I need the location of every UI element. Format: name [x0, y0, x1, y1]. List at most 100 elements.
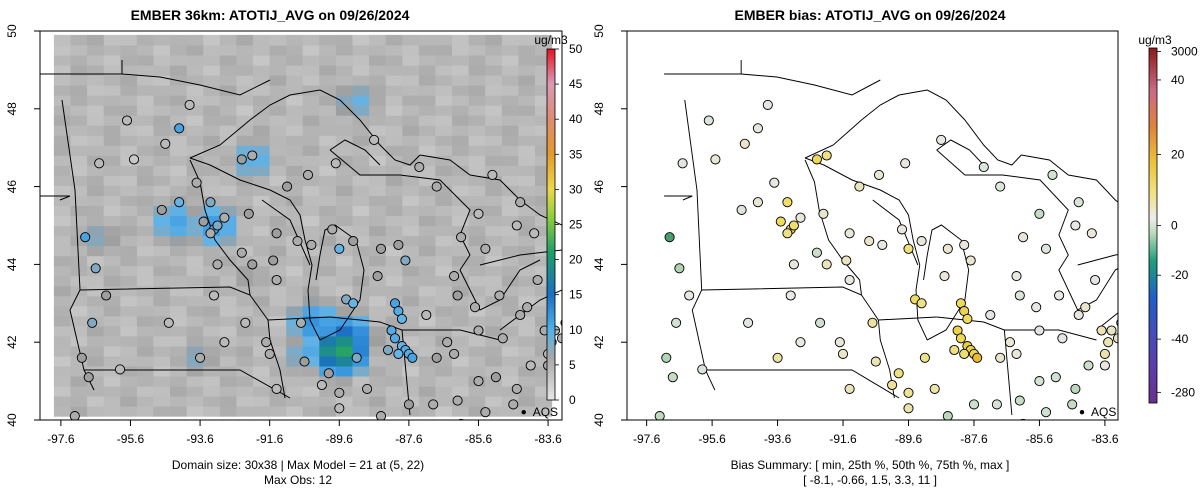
model-x-tick-label: -93.6	[186, 432, 214, 446]
bias-station-point	[654, 411, 665, 420]
heatmap-cell	[518, 75, 536, 86]
heatmap-cell	[319, 155, 337, 166]
heatmap-cell	[518, 325, 536, 337]
heatmap-cell	[535, 145, 553, 156]
heatmap-cell	[319, 285, 337, 297]
heatmap-cell	[302, 315, 320, 327]
heatmap-cell	[485, 55, 503, 66]
heatmap-cell	[435, 386, 453, 397]
model-station-point	[375, 411, 387, 420]
heatmap-cell	[153, 285, 171, 297]
heatmap-cell	[153, 255, 171, 267]
model-station-point	[247, 259, 258, 270]
heatmap-cell	[53, 295, 72, 307]
heatmap-cell	[369, 75, 387, 86]
model-colorbar-tick-label: 10	[569, 323, 583, 337]
bias-station-point	[1057, 333, 1068, 344]
heatmap-cell	[385, 85, 403, 96]
heatmap-cell	[352, 215, 370, 227]
model-station-point	[511, 383, 522, 394]
heatmap-cell	[518, 386, 536, 397]
heatmap-cell	[203, 44, 221, 56]
heatmap-cell	[452, 125, 470, 136]
heatmap-cell	[170, 215, 188, 227]
heatmap-cell	[435, 34, 453, 46]
heatmap-cell	[535, 44, 553, 56]
heatmap-cell	[535, 265, 553, 277]
heatmap-cell	[120, 295, 138, 307]
heatmap-cell	[153, 265, 171, 277]
model-station-point	[525, 360, 536, 371]
heatmap-cell	[435, 396, 453, 407]
heatmap-cell	[435, 376, 453, 387]
heatmap-cell	[468, 245, 486, 257]
heatmap-cell	[253, 275, 271, 287]
heatmap-cell	[352, 265, 370, 277]
bias-aqs-marker: AQS	[1079, 405, 1116, 419]
heatmap-cell	[468, 365, 486, 377]
heatmap-cell	[70, 295, 88, 307]
aqs-label: AQS	[533, 405, 558, 419]
heatmap-cell	[335, 365, 354, 377]
heatmap-cell	[418, 155, 437, 166]
model-station-point	[299, 356, 310, 367]
model-station-point	[261, 337, 272, 348]
heatmap-cell	[518, 285, 536, 297]
bias-station-point	[1034, 325, 1045, 336]
heatmap-cell	[501, 225, 519, 237]
heatmap-cell	[518, 205, 536, 216]
heatmap-cell	[253, 85, 271, 96]
model-y-tick-label: 48	[5, 102, 19, 116]
model-station-point	[497, 333, 508, 344]
heatmap-cell	[501, 95, 519, 106]
heatmap-cell	[236, 396, 254, 407]
model-aqs-marker: AQS	[521, 405, 558, 419]
heatmap-cell	[369, 265, 387, 277]
model-station-point	[195, 352, 206, 363]
heatmap-cell	[501, 235, 519, 247]
heatmap-cell	[153, 105, 171, 116]
heatmap-cell	[352, 175, 370, 186]
heatmap-cell	[435, 55, 453, 66]
heatmap-cell	[468, 265, 486, 277]
heatmap-cell	[352, 396, 370, 407]
bias-station-point	[703, 115, 714, 126]
heatmap-cell	[53, 265, 72, 277]
heatmap-cell	[418, 355, 437, 367]
bias-station-point	[1112, 333, 1118, 344]
heatmap-cell	[452, 305, 470, 317]
heatmap-cell	[335, 255, 354, 267]
heatmap-cell	[269, 135, 287, 146]
heatmap-cell	[53, 406, 72, 417]
bias-station-point	[903, 387, 914, 398]
heatmap-cell	[335, 325, 354, 337]
heatmap-cell	[435, 195, 453, 206]
model-station-point	[87, 317, 98, 328]
heatmap-cell	[435, 165, 453, 176]
heatmap-cell	[369, 185, 387, 196]
heatmap-cell	[286, 285, 304, 297]
heatmap-cell	[468, 75, 486, 86]
heatmap-cell	[319, 115, 337, 126]
heatmap-cell	[468, 115, 486, 126]
heatmap-cell	[219, 285, 237, 297]
heatmap-cell	[435, 355, 453, 367]
heatmap-cell	[170, 115, 188, 126]
heatmap-cell	[153, 115, 171, 126]
heatmap-cell	[170, 55, 188, 66]
bias-station-point	[1054, 290, 1065, 301]
heatmap-cell	[170, 275, 188, 287]
heatmap-cell	[518, 155, 536, 166]
heatmap-cell	[452, 185, 470, 196]
heatmap-cell	[302, 225, 320, 237]
heatmap-cell	[418, 205, 437, 216]
heatmap-cell	[319, 376, 337, 387]
heatmap-cell	[535, 245, 553, 257]
heatmap-cell	[501, 115, 519, 126]
heatmap-cell	[518, 145, 536, 156]
heatmap-cell	[153, 225, 171, 237]
bias-panel: EMBER bias: ATOTIJ_AVG on 09/26/2024	[592, 7, 1198, 487]
bias-station-point	[1086, 228, 1097, 239]
heatmap-cell	[203, 275, 221, 287]
heatmap-cell	[186, 115, 204, 126]
